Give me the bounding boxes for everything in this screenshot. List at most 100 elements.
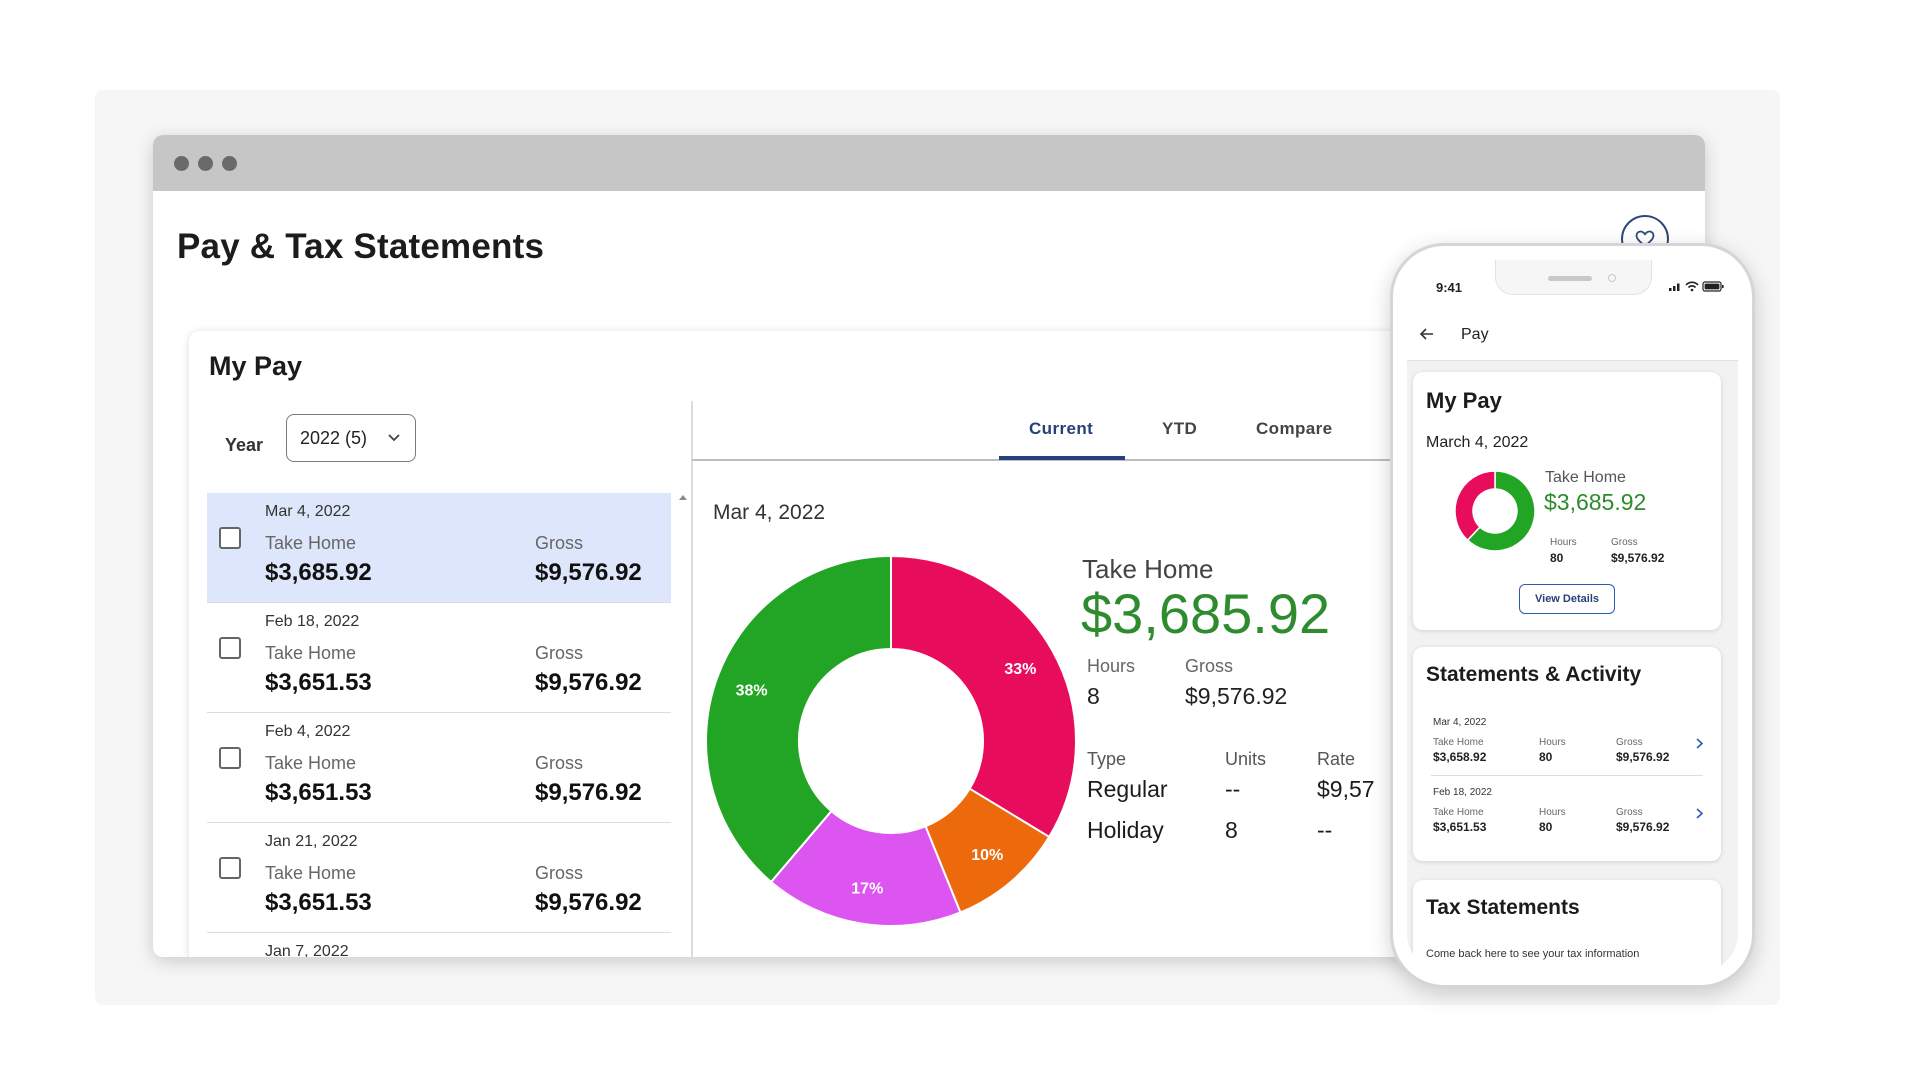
year-select[interactable]: 2022 (5) (286, 414, 416, 462)
row-take-home-amount: $3,651.53 (265, 779, 372, 806)
tab-ytd[interactable]: YTD (1162, 419, 1198, 438)
table-header-type: Type (1087, 749, 1127, 769)
row-gross-label: Gross (535, 533, 584, 553)
row-date: Mar 4, 2022 (265, 503, 351, 520)
mobile-statement-row[interactable]: Feb 18, 2022 Take Home $3,651.53 Hours 8… (1413, 787, 1721, 853)
mobile-pay-donut-chart (1454, 470, 1536, 552)
row-checkbox[interactable] (219, 527, 241, 549)
phone-notch (1495, 260, 1652, 295)
hours-value: 8 (1087, 683, 1100, 709)
signal-wifi-battery-icon (1669, 281, 1724, 292)
donut-slice-label: 38% (736, 683, 768, 700)
donut-slice-label: 17% (851, 881, 883, 898)
tab-current[interactable]: Current (1029, 419, 1094, 438)
table-cell-type: Holiday (1087, 817, 1164, 843)
window-dot-close[interactable] (174, 156, 189, 171)
pay-breakdown-donut-chart: 33% 10% 17% 38% (705, 554, 1077, 927)
row-gross-amount: $9,576.92 (535, 779, 642, 806)
table-cell-units: -- (1225, 776, 1241, 802)
mobile-statements-card: Statements & Activity Mar 4, 2022 Take H… (1413, 647, 1721, 861)
table-cell-type: Regular (1087, 776, 1168, 802)
pay-statement-row[interactable]: Feb 18, 2022 Take Home $3,651.53 Gross $… (207, 603, 671, 713)
mobile-hours-value: 80 (1550, 551, 1564, 565)
donut-slice (705, 554, 892, 884)
mobile-row-gross-label: Gross (1616, 807, 1643, 818)
speaker-icon (1548, 276, 1592, 281)
mobile-row-gross-label: Gross (1616, 737, 1643, 748)
card-title: My Pay (209, 351, 303, 381)
mobile-tax-title: Tax Statements (1426, 896, 1580, 919)
pay-statement-row[interactable]: Mar 4, 2022 Take Home $3,685.92 Gross $9… (207, 493, 671, 603)
camera-icon (1608, 274, 1616, 282)
year-select-value: 2022 (5) (300, 427, 368, 448)
mobile-gross-label: Gross (1611, 537, 1638, 548)
row-take-home-label: Take Home (265, 753, 357, 773)
table-cell-rate: $9,57 (1317, 776, 1375, 802)
row-checkbox[interactable] (219, 747, 241, 769)
mobile-row-divider (1431, 775, 1703, 776)
status-time: 9:41 (1436, 280, 1463, 295)
heart-icon (1635, 230, 1655, 248)
mobile-nav-title: Pay (1461, 326, 1489, 343)
row-checkbox[interactable] (219, 637, 241, 659)
view-details-button[interactable]: View Details (1519, 584, 1615, 614)
row-gross-amount: $9,576.92 (535, 889, 642, 916)
mobile-row-date: Feb 18, 2022 (1433, 787, 1492, 798)
chevron-right-icon (1696, 808, 1704, 819)
tab-active-indicator (999, 456, 1125, 460)
donut-slice (769, 809, 962, 927)
mobile-row-date: Mar 4, 2022 (1433, 717, 1487, 728)
row-take-home-amount: $3,651.53 (265, 669, 372, 696)
scroll-up-arrow-icon[interactable] (678, 493, 688, 501)
pay-statement-row[interactable]: Jan 7, 2022 (207, 933, 671, 957)
mobile-donut-slice (1466, 470, 1536, 552)
row-gross-amount: $9,576.92 (535, 669, 642, 696)
chevron-down-icon (388, 434, 400, 442)
table-header-rate: Rate (1317, 749, 1356, 769)
mobile-row-take-home: $3,651.53 (1433, 820, 1487, 834)
row-take-home-amount: $3,651.53 (265, 889, 372, 916)
mobile-statement-row[interactable]: Mar 4, 2022 Take Home $3,658.92 Hours 80… (1413, 717, 1721, 783)
row-gross-label: Gross (535, 643, 584, 663)
mobile-row-gross: $9,576.92 (1616, 750, 1670, 764)
table-header-units: Units (1225, 749, 1267, 769)
gross-label: Gross (1185, 656, 1234, 676)
mobile-nav-bar: Pay (1407, 310, 1738, 361)
mobile-take-home-amount: $3,685.92 (1544, 489, 1647, 515)
table-cell-units: 8 (1225, 817, 1238, 843)
mobile-row-hours-label: Hours (1539, 807, 1566, 818)
mobile-tax-card: Tax Statements Come back here to see you… (1413, 880, 1721, 973)
mobile-my-pay-title: My Pay (1426, 388, 1502, 413)
page-title: Pay & Tax Statements (177, 227, 545, 266)
take-home-amount: $3,685.92 (1081, 582, 1331, 645)
window-dot-minimize[interactable] (198, 156, 213, 171)
tab-compare[interactable]: Compare (1256, 419, 1333, 438)
mobile-take-home-label: Take Home (1545, 469, 1626, 486)
mobile-row-take-home-label: Take Home (1433, 807, 1484, 818)
donut-slice-label: 10% (971, 847, 1003, 864)
phone-screen: 9:41 Pay My (1407, 260, 1738, 973)
row-take-home-label: Take Home (265, 643, 357, 663)
row-date: Jan 21, 2022 (265, 833, 358, 850)
gross-value: $9,576.92 (1185, 683, 1288, 709)
mobile-pay-date: March 4, 2022 (1426, 434, 1529, 451)
tabs-rule (692, 459, 1659, 461)
row-checkbox[interactable] (219, 857, 241, 879)
back-arrow-icon[interactable] (1419, 326, 1435, 342)
window-dot-maximize[interactable] (222, 156, 237, 171)
mobile-row-hours-label: Hours (1539, 737, 1566, 748)
mobile-row-gross: $9,576.92 (1616, 820, 1670, 834)
pay-statement-row[interactable]: Jan 21, 2022 Take Home $3,651.53 Gross $… (207, 823, 671, 933)
chevron-right-icon (1696, 738, 1704, 749)
donut-slice-label: 33% (1004, 661, 1036, 678)
row-date: Feb 4, 2022 (265, 723, 351, 740)
status-bar: 9:41 (1407, 260, 1738, 310)
pay-statement-list[interactable]: Mar 4, 2022 Take Home $3,685.92 Gross $9… (207, 493, 671, 957)
row-gross-label: Gross (535, 863, 584, 883)
pay-statement-row[interactable]: Feb 4, 2022 Take Home $3,651.53 Gross $9… (207, 713, 671, 823)
list-divider (691, 401, 693, 957)
mobile-row-hours: 80 (1539, 820, 1553, 834)
row-date: Jan 7, 2022 (265, 943, 349, 957)
mobile-row-take-home: $3,658.92 (1433, 750, 1487, 764)
row-gross-amount: $9,576.92 (535, 559, 642, 586)
